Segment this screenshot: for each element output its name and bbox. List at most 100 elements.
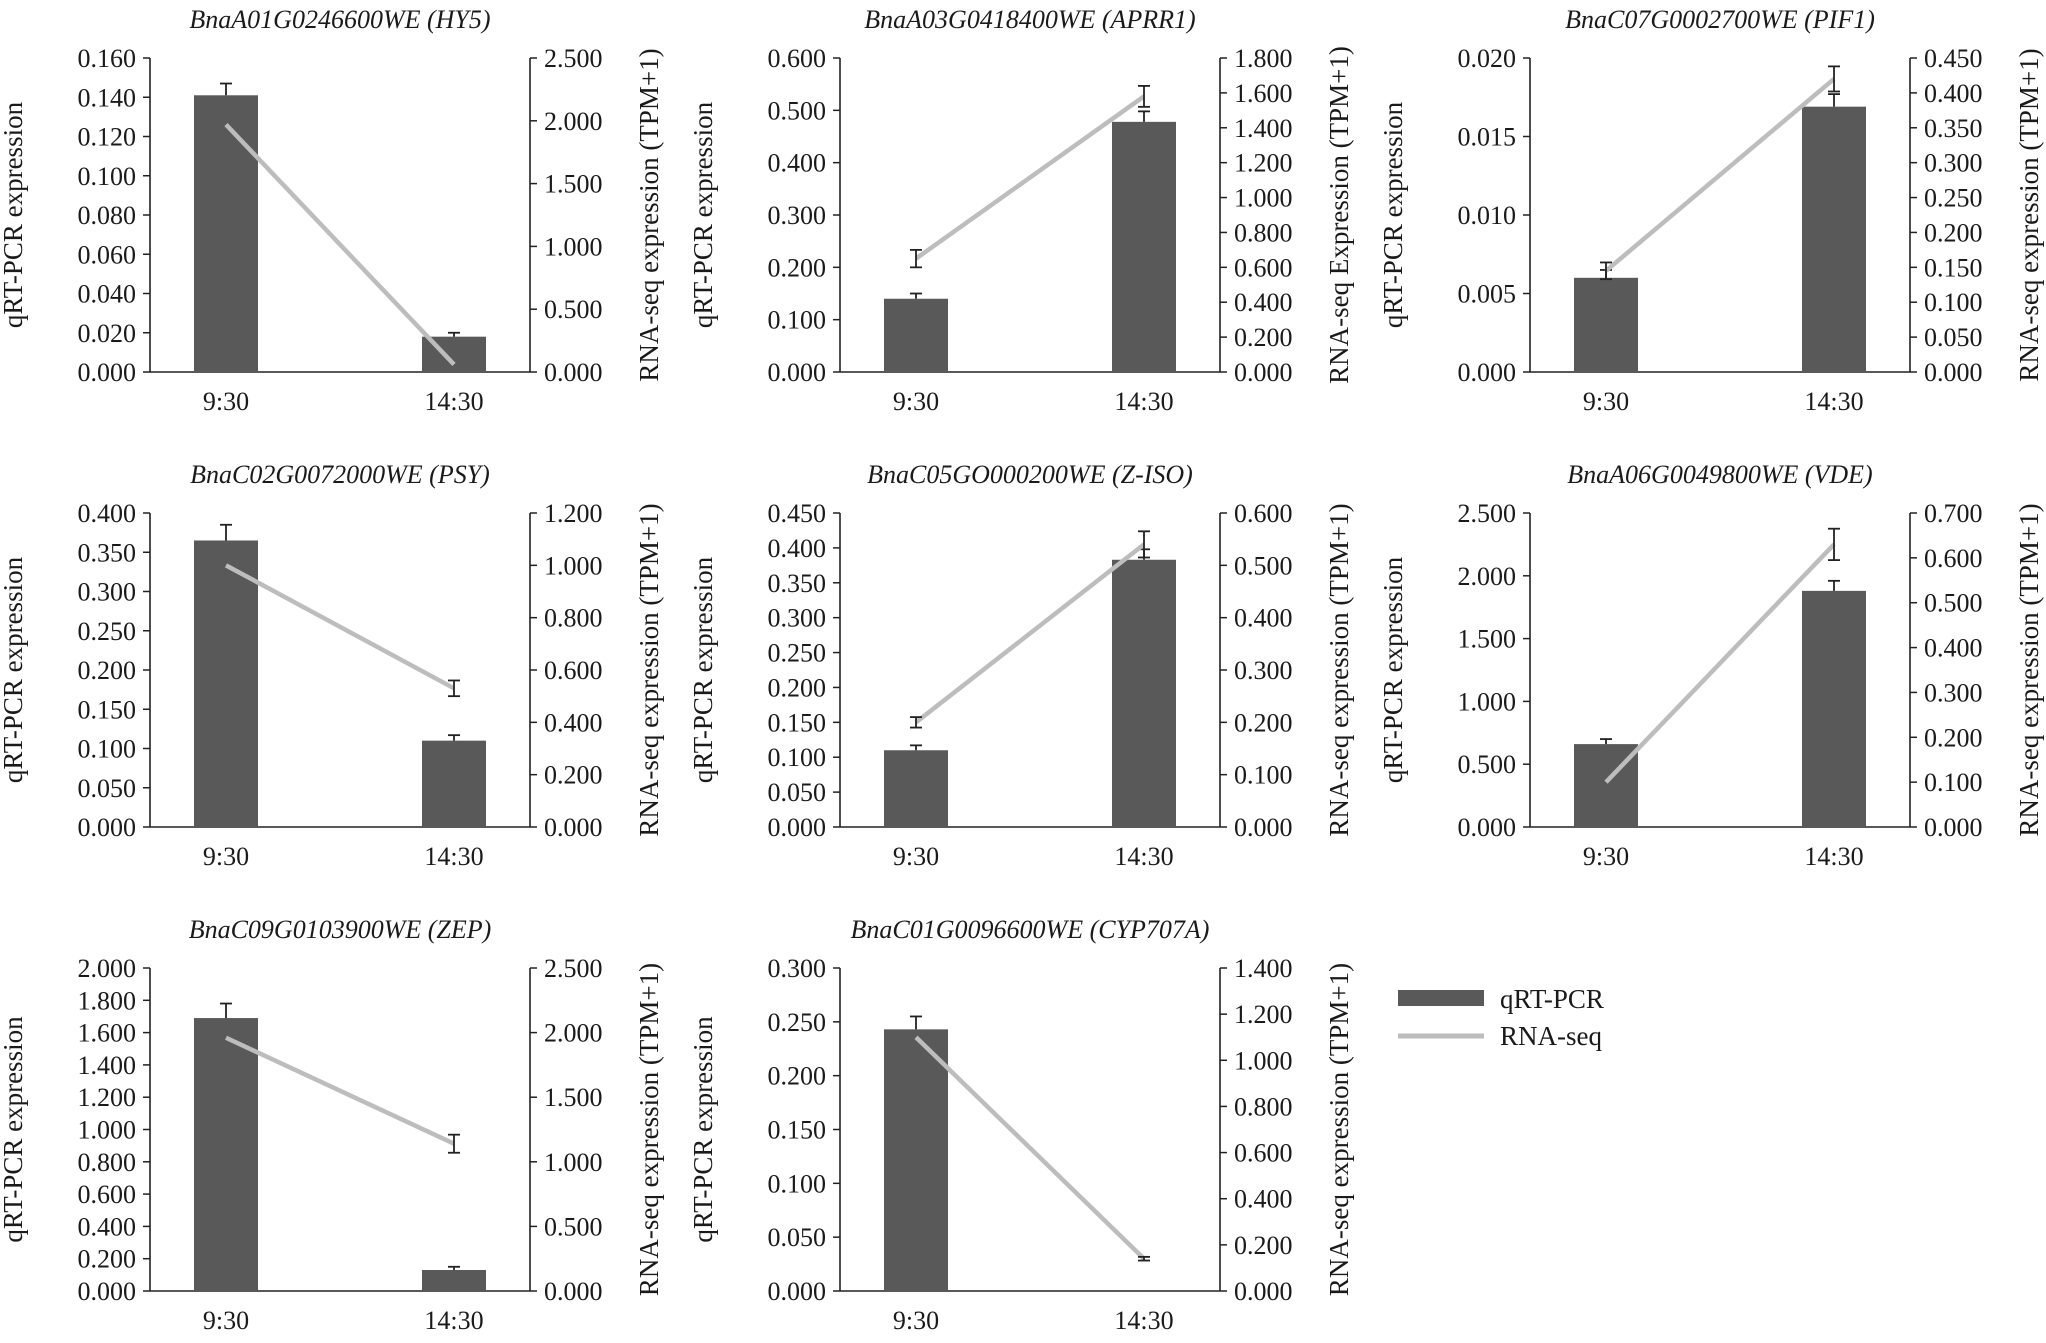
right-tick-label: 0.600 [1234,1139,1293,1168]
series-line [914,1035,1146,1261]
left-tick-label: 0.250 [768,639,827,668]
left-tick-label: 0.400 [768,149,827,178]
left-tick-label: 1.800 [78,986,137,1015]
left-tick-label: 0.000 [1458,358,1517,387]
left-tick-label: 0.020 [78,319,137,348]
left-tick-label: 0.800 [78,1148,137,1177]
right-tick-label: 0.100 [1924,768,1983,797]
left-tick-label: 0.500 [768,96,827,125]
left-tick-label: 0.450 [768,499,827,528]
left-tick-label: 0.000 [768,1277,827,1306]
left-tick-label: 0.600 [78,1180,137,1209]
right-tick-label: 0.500 [1924,589,1983,618]
series-line [914,542,1146,725]
right-tick-label: 0.000 [544,1277,603,1306]
right-tick-label: 1.000 [1234,184,1293,213]
right-tick-label: 0.400 [1234,1185,1293,1214]
right-tick-label: 1.000 [1234,1046,1293,1075]
left-tick-label: 1.000 [1458,687,1517,716]
bar [1574,277,1638,372]
left-tick-label: 0.000 [768,813,827,842]
right-tick-label: 0.000 [1924,358,1983,387]
left-tick-label: 0.600 [768,44,827,73]
left-tick-label: 0.400 [78,1212,137,1241]
left-tick-label: 0.160 [78,44,137,73]
left-tick-label: 0.015 [1458,123,1517,152]
chart-panel-1: BnaA01G0246600WE (HY5) 0.000 0.020 0.040 0.0… [0,5,664,416]
x-tick-label: 9:30 [893,387,939,416]
left-tick-label: 1.200 [78,1083,137,1112]
x-tick-label: 14:30 [424,842,483,871]
left-tick-label: 0.000 [78,358,137,387]
y2-axis-label: RNA-seq expression (TPM+1) [2014,48,2044,381]
bar [884,750,948,827]
left-tick-label: 0.150 [768,708,827,737]
right-tick-label: 0.800 [544,604,603,633]
series-line [1604,77,1836,273]
legend-swatch-qrt-pcr [1398,990,1484,1006]
left-tick-label: 0.150 [768,1116,827,1145]
chart-panel-5: BnaC05GO000200WE (Z-ISO) 0.000 0.050 0.100 0… [688,460,1354,871]
y2-axis-label: RNA-seq Expression (TPM+1) [1324,46,1354,384]
y-axis-label: qRT-PCR expression [688,101,718,328]
left-tick-label: 0.000 [768,358,827,387]
right-tick-label: 2.500 [544,954,603,983]
right-tick-label: 0.500 [544,295,603,324]
left-tick-label: 1.400 [78,1051,137,1080]
left-tick-label: 0.100 [768,306,827,335]
right-tick-label: 0.600 [544,656,603,685]
right-tick-label: 0.100 [1234,761,1293,790]
right-tick-label: 0.600 [1924,544,1983,573]
right-tick-label: 0.300 [1924,678,1983,707]
left-tick-label: 1.500 [1458,625,1517,654]
left-tick-label: 0.120 [78,123,137,152]
bar [194,1018,258,1291]
right-tick-label: 0.350 [1924,114,1983,143]
y-axis-label: qRT-PCR expression [688,556,718,783]
right-tick-label: 0.500 [544,1212,603,1241]
x-tick-label: 9:30 [893,842,939,871]
left-tick-label: 0.400 [768,534,827,563]
right-tick-label: 0.800 [1234,218,1293,247]
y2-axis-label: RNA-seq expression (TPM+1) [1324,963,1354,1296]
x-tick-label: 9:30 [203,387,249,416]
x-tick-label: 9:30 [203,842,249,871]
right-tick-label: 0.400 [1924,79,1983,108]
bar [1112,121,1176,372]
series-line [224,563,456,691]
x-tick-label: 9:30 [893,1306,939,1335]
right-tick-label: 1.800 [1234,44,1293,73]
left-tick-label: 0.060 [78,240,137,269]
left-tick-label: 0.200 [768,253,827,282]
left-tick-label: 0.200 [768,1062,827,1091]
left-tick-label: 0.050 [78,774,137,803]
right-tick-label: 0.000 [1234,813,1293,842]
bar [1802,590,1866,827]
chart-panel-3: BnaC07G0002700WE (PIF1) 0.000 0.005 0.010 0.… [1378,5,2044,416]
bar [1802,106,1866,373]
chart-panel-4: BnaC02G0072000WE (PSY) 0.000 0.050 0.100 0.1… [0,460,664,871]
right-tick-label: 2.000 [544,107,603,136]
bar [1112,559,1176,827]
left-tick-label: 0.100 [768,1169,827,1198]
chart-panel-7: BnaC09G0103900WE (ZEP) 0.000 0.200 0.400 0.6… [0,915,664,1335]
bar [884,298,948,372]
left-tick-label: 0.200 [768,673,827,702]
chart-title: BnaC09G0103900WE (ZEP) [189,915,492,944]
right-tick-label: 0.600 [1234,499,1293,528]
chart-title: BnaC01G0096600WE (CYP707A) [851,915,1210,944]
x-tick-label: 14:30 [424,1306,483,1335]
left-tick-label: 0.000 [78,813,137,842]
series-line [914,94,1146,261]
right-tick-label: 0.300 [1234,656,1293,685]
left-tick-label: 0.005 [1458,280,1517,309]
right-tick-label: 0.400 [1234,604,1293,633]
left-tick-label: 2.000 [1458,562,1517,591]
x-tick-label: 14:30 [1114,1306,1173,1335]
right-tick-label: 0.000 [1234,1277,1293,1306]
right-tick-label: 1.500 [544,1083,603,1112]
right-tick-label: 1.000 [544,551,603,580]
chart-panel-2: BnaA03G0418400WE (APRR1) 0.000 0.100 0.200 0… [688,5,1354,416]
left-tick-label: 0.000 [1458,813,1517,842]
right-tick-label: 2.000 [544,1019,603,1048]
